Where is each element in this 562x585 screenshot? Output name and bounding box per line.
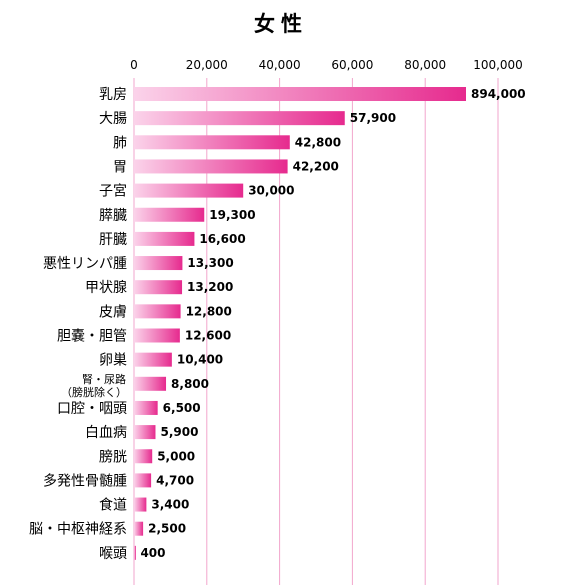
bar	[134, 280, 183, 295]
category-label: 膵臓	[99, 208, 127, 224]
bar	[134, 449, 153, 464]
category-label: 子宮	[99, 184, 127, 200]
bar	[134, 497, 147, 512]
x-tick-label: 20,000	[186, 58, 228, 72]
bar	[134, 400, 158, 415]
category-label: 肺	[113, 135, 127, 151]
bar	[134, 135, 290, 150]
category-label: 大腸	[99, 111, 127, 127]
value-label: 57,900	[350, 111, 396, 125]
bars	[134, 87, 466, 560]
category-label: 肝臓	[99, 232, 127, 248]
bar	[134, 328, 180, 343]
value-label: 2,500	[148, 522, 186, 536]
category-label: 喉頭	[99, 546, 127, 562]
bar	[134, 473, 152, 488]
category-label: 乳房	[99, 87, 127, 103]
value-label: 13,300	[187, 256, 233, 270]
value-label: 6,500	[163, 401, 201, 415]
bar	[134, 521, 144, 536]
category-label: 脳・中枢神経系	[29, 522, 127, 538]
category-label: 皮膚	[99, 304, 127, 320]
value-label: 42,200	[293, 159, 339, 173]
x-axis-ticks: 0 20,000 40,000 60,000 80,000 100,000	[130, 58, 523, 72]
value-label: 4,700	[156, 473, 194, 487]
value-label: 30,000	[248, 184, 294, 198]
bar	[134, 159, 288, 174]
bar	[134, 231, 195, 246]
category-label: 膀胱	[99, 448, 127, 465]
bar	[134, 352, 172, 367]
bar	[134, 256, 183, 271]
value-label: 12,800	[186, 304, 232, 318]
category-label-note: （膀胱除く）	[61, 385, 127, 399]
category-label: 甲状腺	[85, 280, 127, 296]
bar	[134, 183, 244, 198]
value-label: 894,000	[471, 87, 526, 101]
value-label: 13,200	[187, 280, 233, 294]
value-label: 12,600	[185, 329, 231, 343]
category-label: 多発性骨髄腫	[43, 472, 127, 489]
x-tick-label: 100,000	[473, 58, 523, 72]
category-label: 胃	[113, 159, 127, 175]
category-label: 胆嚢・胆管	[57, 329, 127, 345]
category-label: 悪性リンパ腫	[43, 256, 127, 272]
value-label: 19,300	[209, 208, 255, 222]
value-label: 3,400	[151, 498, 189, 512]
bar	[134, 545, 136, 560]
bar	[134, 87, 466, 101]
bar	[134, 304, 181, 319]
category-label: 卵巣	[99, 353, 127, 369]
x-tick-label: 80,000	[404, 58, 446, 72]
bar	[134, 111, 345, 126]
value-label: 16,600	[199, 232, 245, 246]
category-label: 口腔・咽頭	[57, 401, 127, 417]
value-label: 5,900	[160, 425, 198, 439]
x-tick-label: 40,000	[259, 58, 301, 72]
bar	[134, 376, 167, 391]
category-label: 腎・尿路	[82, 373, 126, 386]
value-label: 5,000	[157, 449, 195, 463]
bar	[134, 425, 156, 440]
bar	[134, 207, 205, 222]
category-label: 白血病	[85, 425, 127, 441]
x-tick-label: 0	[130, 58, 138, 72]
value-labels: 894,000 57,900 42,800 42,200 30,000 19,300 16,…	[140, 87, 525, 560]
value-label: 400	[140, 546, 165, 560]
chart-title: 女性	[254, 12, 308, 36]
category-labels: 乳房大腸肺胃子宮膵臓肝臓悪性リンパ腫甲状腺皮膚胆嚢・胆管卵巣腎・尿路（膀胱除く）…	[29, 87, 127, 562]
value-label: 10,400	[177, 353, 223, 367]
value-label: 42,800	[295, 135, 341, 149]
x-tick-label: 60,000	[331, 58, 373, 72]
category-label: 食道	[99, 497, 127, 514]
value-label: 8,800	[171, 377, 209, 391]
